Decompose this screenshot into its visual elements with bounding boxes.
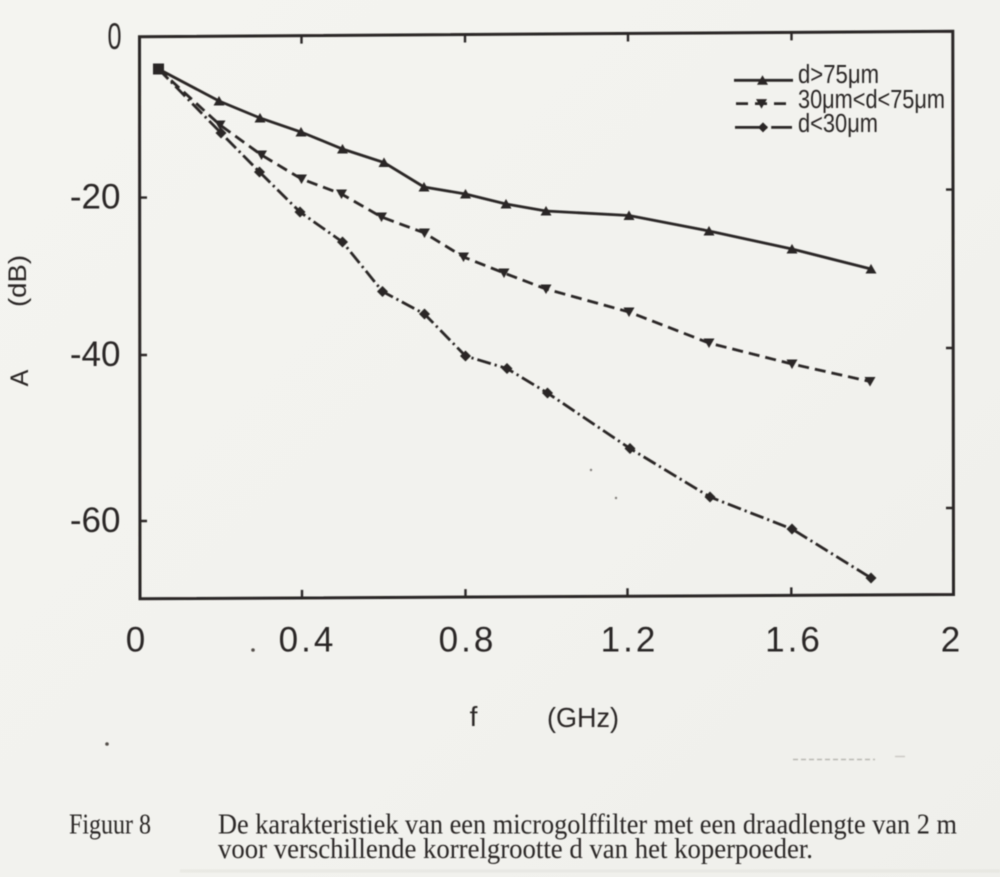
svg-text:0.8: 0.8 <box>439 621 497 660</box>
svg-text:0: 0 <box>126 621 148 660</box>
svg-text:(dB): (dB) <box>4 255 32 307</box>
svg-text:0.4: 0.4 <box>279 621 337 660</box>
svg-text:(GHz): (GHz) <box>547 702 619 733</box>
svg-text:A: A <box>6 369 34 386</box>
svg-text:-60: -60 <box>70 501 121 540</box>
svg-text:-40: -40 <box>70 335 121 374</box>
svg-text:voor verschillende korrelgroot: voor verschillende korrelgrootte d van h… <box>218 833 813 865</box>
svg-text:1.2: 1.2 <box>601 621 659 660</box>
svg-text:-20: -20 <box>70 177 121 216</box>
svg-text:d>75μm: d>75μm <box>798 61 879 89</box>
svg-text:Figuur 8: Figuur 8 <box>69 809 151 841</box>
svg-text:1.6: 1.6 <box>765 621 823 660</box>
svg-text:d<30μm: d<30μm <box>798 110 878 138</box>
svg-text:2: 2 <box>941 621 963 660</box>
svg-text:0: 0 <box>107 15 121 57</box>
svg-text:f: f <box>470 701 478 732</box>
svg-text:De karakteristiek van een micr: De karakteristiek van een microgolffilte… <box>218 809 957 841</box>
svg-text:30μm<d<75μm: 30μm<d<75μm <box>798 86 945 114</box>
